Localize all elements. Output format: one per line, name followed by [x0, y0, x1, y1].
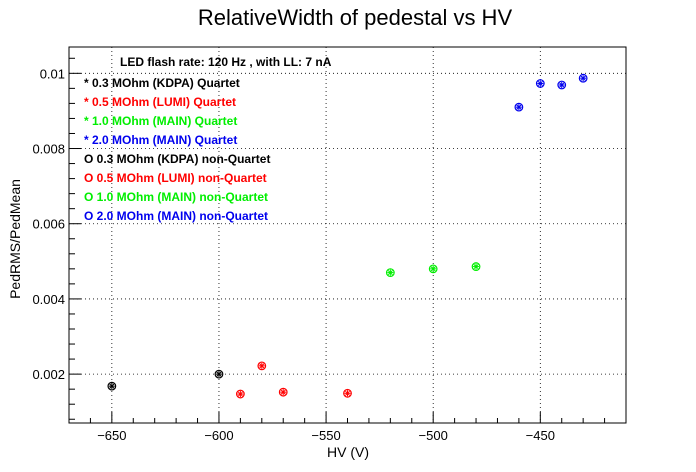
legend: LED flash rate: 120 Hz , with LL: 7 nA * … — [84, 55, 332, 223]
data-point — [385, 268, 395, 278]
data-point — [428, 264, 438, 274]
y-tick-label: 0.01 — [40, 66, 65, 81]
legend-entry: * 1.0 MOhm (MAIN) Quartet — [84, 114, 237, 128]
data-point — [514, 102, 524, 112]
y-tick-label: 0.008 — [32, 142, 65, 157]
data-point — [557, 80, 567, 90]
data-point — [107, 381, 117, 391]
data-point — [235, 389, 245, 399]
legend-entry: O 0.5 MOhm (LUMI) non-Quartet — [84, 171, 267, 185]
y-tick-label: 0.006 — [32, 217, 65, 232]
data-points — [107, 73, 588, 399]
y-tick-label: 0.004 — [32, 292, 65, 307]
grid-lines — [69, 47, 626, 423]
data-point — [471, 262, 481, 271]
data-point — [578, 73, 588, 83]
legend-entry: O 2.0 MOhm (MAIN) non-Quartet — [84, 209, 268, 223]
x-tick-label: −500 — [419, 428, 448, 443]
legend-entry: O 1.0 MOhm (MAIN) non-Quartet — [84, 190, 268, 204]
data-point — [535, 79, 545, 88]
x-tick-label: −600 — [204, 428, 233, 443]
x-tick-label: −550 — [311, 428, 340, 443]
chart-title: RelativeWidth of pedestal vs HV — [198, 5, 513, 30]
data-point — [343, 388, 352, 398]
x-tick-label: −650 — [97, 428, 126, 443]
y-tick-label: 0.002 — [32, 367, 65, 382]
legend-entry: * 2.0 MOhm (MAIN) Quartet — [84, 133, 237, 147]
x-tick-label: −450 — [526, 428, 555, 443]
data-point — [278, 387, 288, 397]
data-point — [257, 361, 267, 371]
legend-entry: * 0.5 MOhm (LUMI) Quartet — [84, 95, 236, 109]
legend-entry: * 0.3 MOhm (KDPA) Quartet — [84, 76, 240, 90]
axes: −650 −600 −550 −500 −450 0.002 0.004 0.006 0.008… — [32, 57, 627, 443]
data-point — [214, 369, 224, 379]
legend-entry: O 0.3 MOhm (KDPA) non-Quartet — [84, 152, 270, 166]
x-axis-title: HV (V) — [327, 444, 369, 460]
legend-header: LED flash rate: 120 Hz , with LL: 7 nA — [120, 55, 332, 69]
y-axis-title: PedRMS/PedMean — [7, 179, 23, 299]
